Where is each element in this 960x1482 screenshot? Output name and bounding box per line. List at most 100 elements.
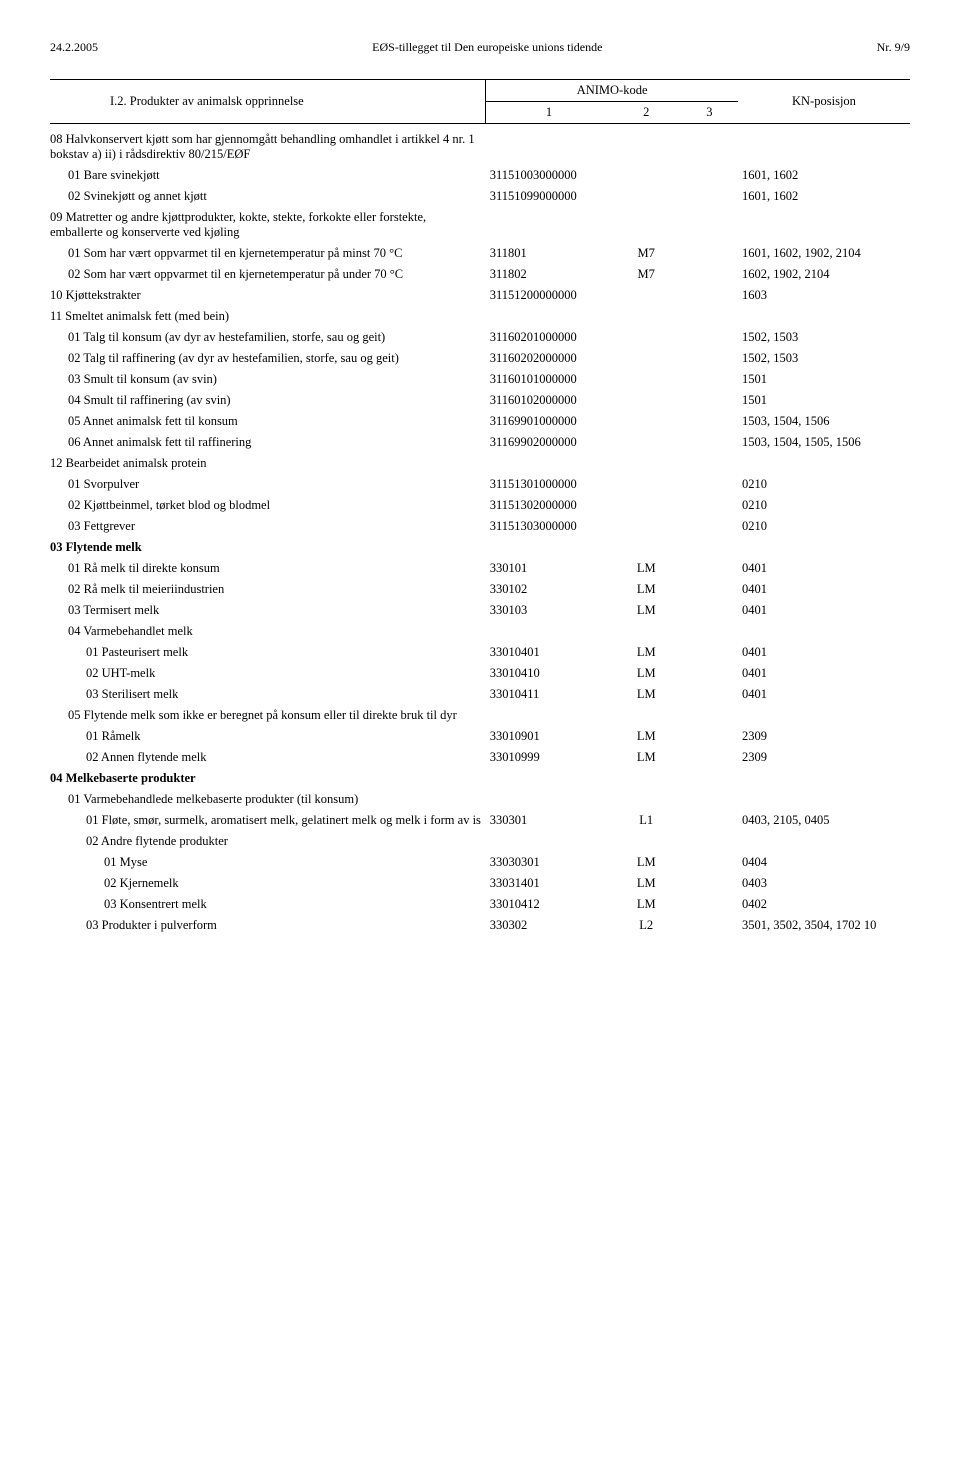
cell-desc: 03 Produkter i pulverform xyxy=(50,915,486,936)
cell-desc: 02 Talg til raffinering (av dyr av heste… xyxy=(50,348,486,369)
cell-kn: 1601, 1602 xyxy=(738,186,910,207)
cell-kn: 0404 xyxy=(738,852,910,873)
cell-kn: 1503, 1504, 1505, 1506 xyxy=(738,432,910,453)
cell-code2: LM xyxy=(612,684,681,705)
cell-code1 xyxy=(486,453,612,474)
cell-code1 xyxy=(486,621,612,642)
cell-code3 xyxy=(681,411,738,432)
cell-code2 xyxy=(612,516,681,537)
cell-kn: 0401 xyxy=(738,600,910,621)
cell-desc: 04 Melkebaserte produkter xyxy=(50,768,486,789)
table-row: 01 Varmebehandlede melkebaserte produkte… xyxy=(50,789,910,810)
cell-code3 xyxy=(681,621,738,642)
cell-code3 xyxy=(681,810,738,831)
cell-desc: 03 Termisert melk xyxy=(50,600,486,621)
cell-kn: 1502, 1503 xyxy=(738,327,910,348)
cell-desc: 01 Myse xyxy=(50,852,486,873)
cell-kn xyxy=(738,453,910,474)
cell-code3 xyxy=(681,285,738,306)
cell-code1: 311802 xyxy=(486,264,612,285)
cell-code2: M7 xyxy=(612,264,681,285)
cell-kn xyxy=(738,537,910,558)
cell-code2 xyxy=(612,285,681,306)
cell-desc: 03 Smult til konsum (av svin) xyxy=(50,369,486,390)
cell-code1: 31151099000000 xyxy=(486,186,612,207)
cell-code1 xyxy=(486,768,612,789)
cell-code3 xyxy=(681,306,738,327)
cell-desc: 02 Annen flytende melk xyxy=(50,747,486,768)
cell-kn xyxy=(738,621,910,642)
th-desc: I.2. Produkter av animalsk opprinnelse xyxy=(50,80,486,124)
table-row: 02 Svinekjøtt og annet kjøtt311510990000… xyxy=(50,186,910,207)
cell-code3 xyxy=(681,642,738,663)
cell-desc: 12 Bearbeidet animalsk protein xyxy=(50,453,486,474)
cell-desc: 01 Rå melk til direkte konsum xyxy=(50,558,486,579)
cell-desc: 05 Annet animalsk fett til konsum xyxy=(50,411,486,432)
cell-desc: 03 Fettgrever xyxy=(50,516,486,537)
cell-code3 xyxy=(681,348,738,369)
table-row: 01 Rå melk til direkte konsum330101LM040… xyxy=(50,558,910,579)
cell-code2 xyxy=(612,453,681,474)
cell-code1: 31169901000000 xyxy=(486,411,612,432)
cell-code1: 33010410 xyxy=(486,663,612,684)
th-c2: 2 xyxy=(612,102,681,124)
cell-desc: 02 Andre flytende produkter xyxy=(50,831,486,852)
cell-kn: 0401 xyxy=(738,663,910,684)
table-row: 04 Melkebaserte produkter xyxy=(50,768,910,789)
cell-code1: 31151003000000 xyxy=(486,165,612,186)
table-row: 01 Pasteurisert melk33010401LM0401 xyxy=(50,642,910,663)
cell-code1: 31160101000000 xyxy=(486,369,612,390)
cell-code3 xyxy=(681,873,738,894)
cell-code2 xyxy=(612,207,681,243)
cell-kn xyxy=(738,768,910,789)
cell-desc: 09 Matretter og andre kjøttprodukter, ko… xyxy=(50,207,486,243)
table-row: 01 Som har vært oppvarmet til en kjernet… xyxy=(50,243,910,264)
cell-code2 xyxy=(612,369,681,390)
cell-code1 xyxy=(486,705,612,726)
cell-kn: 1501 xyxy=(738,390,910,411)
cell-code2 xyxy=(612,621,681,642)
cell-code3 xyxy=(681,789,738,810)
cell-code2 xyxy=(612,348,681,369)
table-row: 05 Annet animalsk fett til konsum3116990… xyxy=(50,411,910,432)
cell-code3 xyxy=(681,768,738,789)
cell-code3 xyxy=(681,747,738,768)
cell-code3 xyxy=(681,453,738,474)
cell-desc: 04 Varmebehandlet melk xyxy=(50,621,486,642)
table-row: 02 Annen flytende melk33010999LM2309 xyxy=(50,747,910,768)
cell-code3 xyxy=(681,579,738,600)
cell-code3 xyxy=(681,705,738,726)
cell-desc: 04 Smult til raffinering (av svin) xyxy=(50,390,486,411)
cell-kn: 3501, 3502, 3504, 1702 10 xyxy=(738,915,910,936)
cell-desc: 01 Pasteurisert melk xyxy=(50,642,486,663)
th-kn: KN-posisjon xyxy=(738,80,910,124)
cell-code1: 31151301000000 xyxy=(486,474,612,495)
cell-code1: 330102 xyxy=(486,579,612,600)
cell-code3 xyxy=(681,495,738,516)
page-header: 24.2.2005 EØS-tillegget til Den europeis… xyxy=(50,40,910,55)
cell-code2 xyxy=(612,789,681,810)
cell-desc: 03 Sterilisert melk xyxy=(50,684,486,705)
cell-code1: 33030301 xyxy=(486,852,612,873)
cell-code1: 31151302000000 xyxy=(486,495,612,516)
cell-code1: 33010999 xyxy=(486,747,612,768)
cell-code3 xyxy=(681,516,738,537)
cell-kn xyxy=(738,831,910,852)
cell-desc: 02 Svinekjøtt og annet kjøtt xyxy=(50,186,486,207)
cell-kn xyxy=(738,207,910,243)
cell-desc: 02 Rå melk til meieriindustrien xyxy=(50,579,486,600)
cell-kn xyxy=(738,705,910,726)
cell-desc: 01 Råmelk xyxy=(50,726,486,747)
cell-code3 xyxy=(681,558,738,579)
cell-code3 xyxy=(681,894,738,915)
cell-kn: 0401 xyxy=(738,579,910,600)
th-animo: ANIMO-kode xyxy=(486,80,738,102)
cell-desc: 11 Smeltet animalsk fett (med bein) xyxy=(50,306,486,327)
cell-desc: 05 Flytende melk som ikke er beregnet på… xyxy=(50,705,486,726)
cell-code1: 33010901 xyxy=(486,726,612,747)
cell-desc: 02 Som har vært oppvarmet til en kjernet… xyxy=(50,264,486,285)
cell-code2 xyxy=(612,432,681,453)
cell-desc: 02 UHT-melk xyxy=(50,663,486,684)
table-row: 03 Smult til konsum (av svin)31160101000… xyxy=(50,369,910,390)
cell-code1: 330101 xyxy=(486,558,612,579)
